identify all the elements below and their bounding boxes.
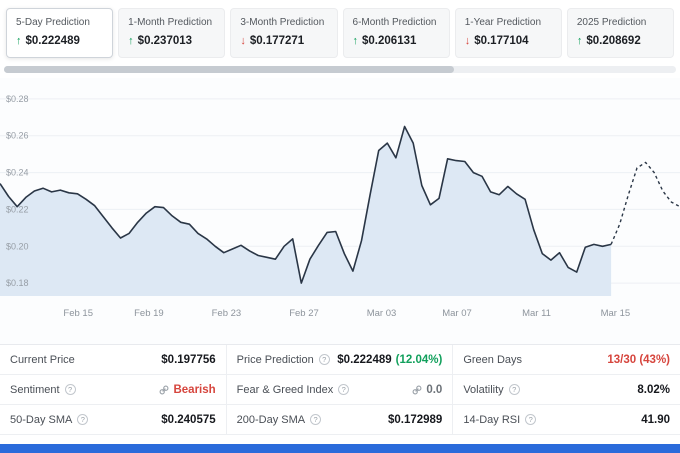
help-icon[interactable] xyxy=(318,354,330,365)
help-icon[interactable] xyxy=(310,414,322,425)
link-icon[interactable] xyxy=(159,385,169,395)
svg-text:$0.26: $0.26 xyxy=(6,131,29,141)
horizontal-scrollbar[interactable] xyxy=(4,66,676,73)
stat-label: Current Price xyxy=(10,353,75,366)
stat-label: 14-Day RSI xyxy=(463,414,537,426)
stat-label: 50-Day SMA xyxy=(10,414,89,426)
svg-text:Mar 11: Mar 11 xyxy=(522,308,551,319)
stat-label: 200-Day SMA xyxy=(237,414,322,426)
stat-sentiment: Sentiment Bearish xyxy=(0,375,227,405)
prediction-card-3-month[interactable]: 3-Month Prediction ↓ $0.177271 xyxy=(230,8,338,58)
prediction-price: $0.177104 xyxy=(474,35,529,47)
stat-value: 0.0 xyxy=(412,384,442,396)
svg-text:Feb 27: Feb 27 xyxy=(289,308,319,319)
stat-price-prediction: Price Prediction $0.222489 (12.04%) xyxy=(226,345,454,375)
prediction-card-6-month[interactable]: 6-Month Prediction ↑ $0.206131 xyxy=(342,8,450,58)
svg-text:$0.28: $0.28 xyxy=(6,94,29,104)
prediction-price: $0.177271 xyxy=(249,35,305,47)
trend-arrow-icon: ↑ xyxy=(352,35,359,47)
help-icon[interactable] xyxy=(525,414,537,425)
prediction-price: $0.206131 xyxy=(362,35,417,47)
stat-label: Fear & Greed Index xyxy=(237,384,350,396)
prediction-card-1-year[interactable]: 1-Year Prediction ↓ $0.177104 xyxy=(454,8,562,58)
svg-text:$0.20: $0.20 xyxy=(6,241,29,251)
prediction-card-5-day[interactable]: 5-Day Prediction ↑ $0.222489 xyxy=(6,8,114,58)
trend-arrow-icon: ↑ xyxy=(128,35,134,47)
trend-arrow-icon: ↓ xyxy=(240,35,246,47)
stat-value: 8.02% xyxy=(637,383,670,396)
svg-text:$0.18: $0.18 xyxy=(6,278,29,288)
stat-value: $0.222489 (12.04%) xyxy=(337,353,443,366)
prediction-card-value: ↓ $0.177271 xyxy=(240,35,328,47)
stat-value: $0.172989 xyxy=(387,413,443,426)
stat-14-day-rsi: 14-Day RSI 41.90 xyxy=(453,405,680,435)
stat-50-day-sma: 50-Day SMA $0.240575 xyxy=(0,405,227,435)
prediction-card-value: ↓ $0.177104 xyxy=(465,35,553,47)
price-chart-svg[interactable]: $0.28 $0.26 $0.24 $0.22 $0.20 $0.18 Feb 15 Feb … xyxy=(0,78,680,344)
prediction-card-label: 6-Month Prediction xyxy=(352,17,437,28)
help-icon[interactable] xyxy=(338,384,350,395)
stat-fear-greed: Fear & Greed Index 0.0 xyxy=(226,375,454,405)
stat-label: Volatility xyxy=(463,384,520,396)
prediction-card-value: ↑ $0.222489 xyxy=(16,35,104,47)
scrollbar-thumb[interactable] xyxy=(4,66,455,73)
prediction-card-value: ↑ $0.237013 xyxy=(128,35,216,47)
help-icon[interactable] xyxy=(64,384,76,395)
prediction-price: $0.222489 xyxy=(25,35,80,47)
stat-label: Green Days xyxy=(463,353,523,366)
svg-text:$0.24: $0.24 xyxy=(6,168,29,178)
prediction-card-label: 2025 Prediction xyxy=(576,17,647,28)
price-chart: $0.28 $0.26 $0.24 $0.22 $0.20 $0.18 Feb 15 Feb … xyxy=(0,78,680,344)
stat-label: Price Prediction xyxy=(237,354,330,366)
svg-text:Feb 19: Feb 19 xyxy=(134,308,164,319)
svg-text:$0.22: $0.22 xyxy=(6,204,29,214)
prediction-percent-change: (12.04%) xyxy=(395,353,443,366)
prediction-card-label: 3-Month Prediction xyxy=(240,17,325,28)
stat-value: 41.90 xyxy=(641,413,670,426)
trend-arrow-icon: ↑ xyxy=(576,35,583,47)
prediction-card-label: 1-Year Prediction xyxy=(464,17,542,28)
prediction-cards-row: 5-Day Prediction ↑ $0.222489 1-Month Pre… xyxy=(0,0,680,64)
stat-value: Bearish xyxy=(159,384,216,396)
prediction-card-1-month[interactable]: 1-Month Prediction ↑ $0.237013 xyxy=(118,8,226,58)
prediction-card-value: ↑ $0.206131 xyxy=(353,35,441,47)
stat-value: $0.197756 xyxy=(161,353,216,366)
stat-volatility: Volatility 8.02% xyxy=(453,375,680,405)
stat-label: Sentiment xyxy=(10,384,76,396)
trend-arrow-icon: ↓ xyxy=(464,35,471,47)
prediction-price: $0.237013 xyxy=(137,35,193,47)
stat-green-days: Green Days 13/30 (43%) xyxy=(453,345,680,375)
prediction-card-value: ↑ $0.208692 xyxy=(577,35,665,47)
link-icon[interactable] xyxy=(412,385,422,395)
svg-text:Mar 15: Mar 15 xyxy=(601,308,631,319)
svg-text:Feb 23: Feb 23 xyxy=(212,308,242,319)
svg-text:Mar 03: Mar 03 xyxy=(367,308,397,319)
stat-200-day-sma: 200-Day SMA $0.172989 xyxy=(226,405,454,435)
stats-table: Current Price $0.197756 Price Prediction… xyxy=(0,344,680,435)
stat-current-price: Current Price $0.197756 xyxy=(0,345,227,375)
prediction-price: $0.208692 xyxy=(586,35,641,47)
help-icon[interactable] xyxy=(77,414,89,425)
stat-value: $0.240575 xyxy=(161,413,216,426)
bottom-accent-bar xyxy=(0,444,680,453)
trend-arrow-icon: ↑ xyxy=(16,35,22,47)
stat-value: 13/30 (43%) xyxy=(607,353,670,366)
prediction-card-label: 1-Month Prediction xyxy=(128,17,213,28)
help-icon[interactable] xyxy=(508,384,520,395)
svg-text:Feb 15: Feb 15 xyxy=(63,308,93,319)
prediction-card-label: 5-Day Prediction xyxy=(16,17,90,28)
prediction-card-2025[interactable]: 2025 Prediction ↑ $0.208692 xyxy=(566,8,675,58)
svg-text:Mar 07: Mar 07 xyxy=(442,308,472,319)
